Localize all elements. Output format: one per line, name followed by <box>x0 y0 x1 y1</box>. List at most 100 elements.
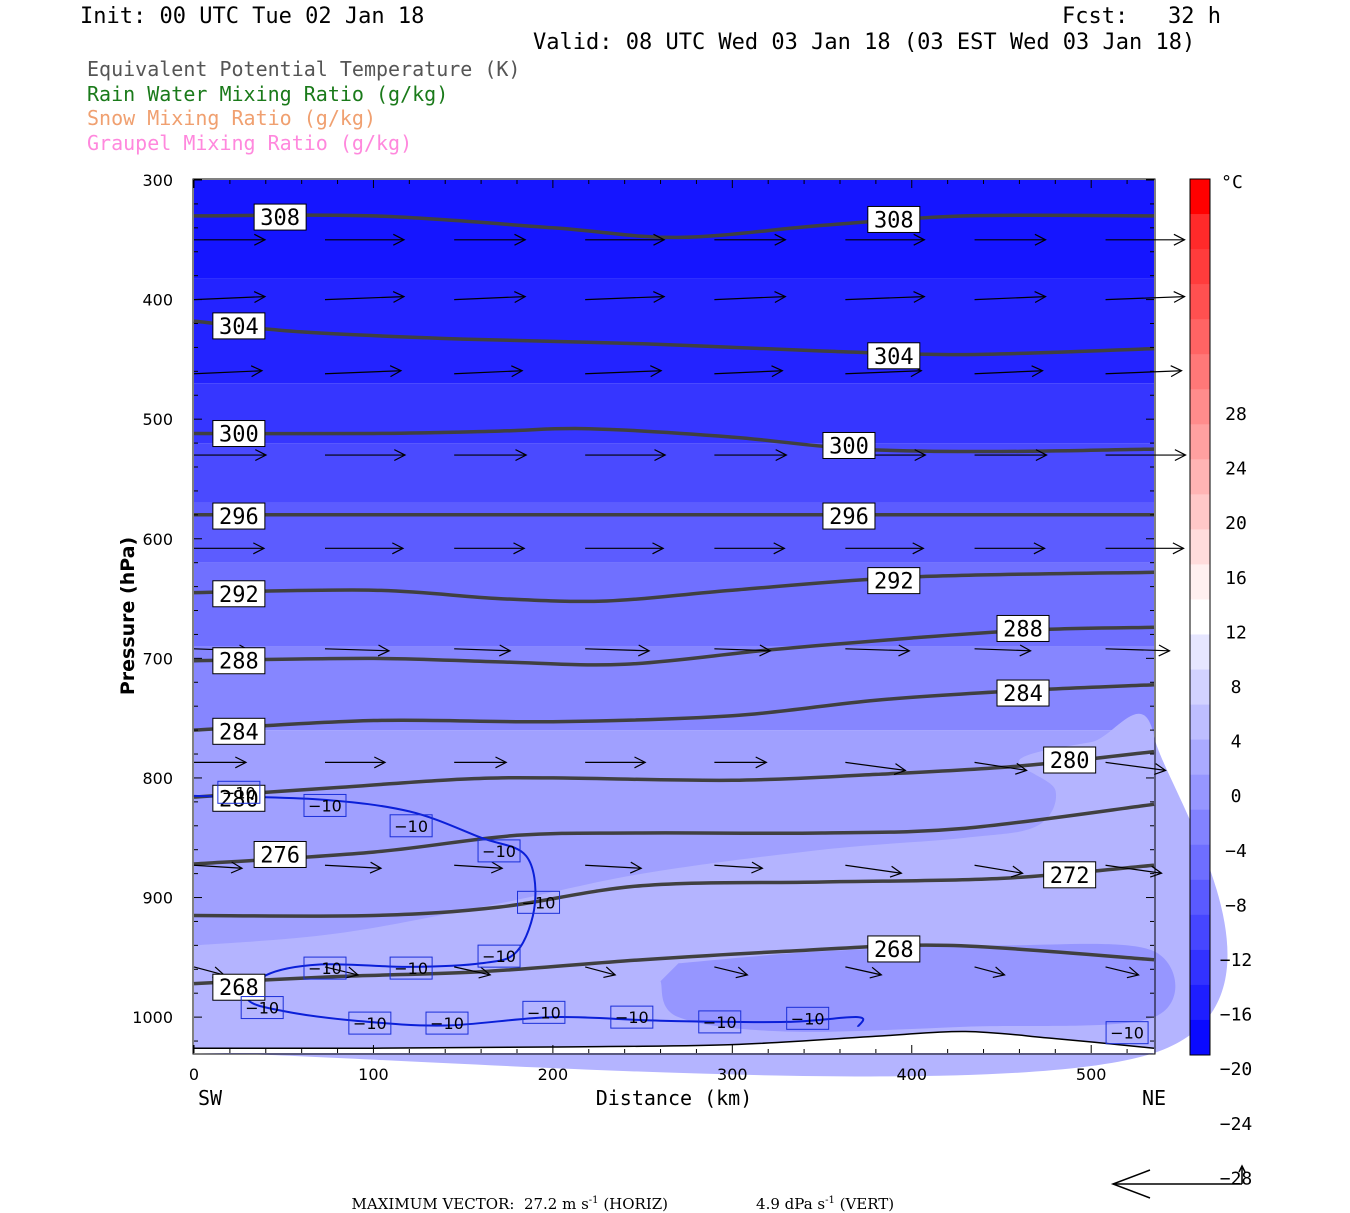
wind-arrow <box>454 291 527 304</box>
wind-arrow-shaft <box>454 966 491 976</box>
wind-vectors <box>193 233 1187 979</box>
wind-arrow-shaft <box>974 648 1031 652</box>
isotherm-label-text: −10 <box>527 1003 561 1022</box>
temperature-band <box>660 943 1176 1032</box>
wind-arrow-head <box>1033 542 1046 555</box>
wind-arrow <box>193 365 264 378</box>
x-axis-label: Distance (km) <box>596 1086 753 1110</box>
forecast-hour: Fcst: 32 h <box>1062 4 1221 29</box>
theta-e-label: 296 <box>822 502 876 530</box>
wind-arrow-head <box>654 449 667 462</box>
wind-arrow-head <box>389 365 403 378</box>
wind-arrow-shaft <box>454 648 511 652</box>
y-tick-label: 600 <box>142 530 173 549</box>
y-tick-label: 500 <box>142 410 173 429</box>
colorbar-label: 4 <box>1231 732 1242 753</box>
wind-arrow-head <box>1154 763 1167 775</box>
wind-arrow-shaft <box>974 370 1043 375</box>
wind-arrow-head <box>393 233 406 246</box>
isotherm-label-text: −10 <box>394 817 428 836</box>
y-axis-label: Pressure (hPa) <box>117 537 139 695</box>
isotherm-label-text: −10 <box>703 1013 737 1032</box>
legend-theta-e: Equivalent Potential Temperature (K) <box>87 57 521 81</box>
colorbar-swatch <box>1190 704 1210 741</box>
wind-arrow-head <box>513 542 526 555</box>
theta-e-label-text: 300 <box>829 434 869 459</box>
isotherm-label: −10 <box>786 1006 830 1030</box>
isotherm-label-box <box>786 1006 830 1030</box>
theta-e-label: 300 <box>212 420 266 448</box>
theta-e-label-box <box>996 679 1050 707</box>
wind-arrow-shaft <box>193 370 263 375</box>
wind-arrow <box>585 291 666 303</box>
wind-arrow <box>1105 644 1171 657</box>
wind-arrow <box>324 449 407 462</box>
wind-arrow <box>845 644 911 657</box>
theta-e-label: 300 <box>822 431 876 459</box>
wind-arrow <box>974 761 1028 775</box>
wind-arrow-shaft <box>193 966 225 976</box>
temperature-band <box>194 278 1154 384</box>
theta-e-label-text: 272 <box>1050 864 1090 889</box>
wind-arrow-head <box>889 865 903 878</box>
wind-arrow-shaft <box>845 295 925 301</box>
theta-e-label-text: 296 <box>829 505 869 530</box>
theta-e-label: 288 <box>212 647 266 675</box>
theta-e-label-box <box>822 431 876 459</box>
wind-arrow-head <box>253 542 266 555</box>
ref-vector-vert-head <box>1238 1164 1246 1173</box>
max-vector-label: MAXIMUM VECTOR: <box>351 1195 515 1213</box>
isotherm-label: −10 <box>1105 1021 1149 1045</box>
theta-e-label-text: 296 <box>219 505 259 530</box>
colorbar-unit: °C <box>1221 172 1243 193</box>
theta-e-label-box <box>212 502 266 530</box>
theta-e-line <box>193 802 1155 866</box>
theta-e-label-text: 288 <box>219 650 259 675</box>
wind-arrow-head <box>913 233 926 246</box>
theta-e-label: 304 <box>867 342 921 370</box>
isotherm-label: −10 <box>389 956 433 980</box>
wind-arrow <box>714 861 764 874</box>
theta-e-label: 276 <box>253 840 307 868</box>
colorbar-label: 16 <box>1225 568 1247 589</box>
wind-arrow <box>324 233 406 246</box>
theta-e-label-text: 280 <box>1050 749 1090 774</box>
theta-e-label-text: 276 <box>260 843 300 868</box>
wind-arrow-head <box>992 966 1006 978</box>
theta-e-label-box <box>212 784 266 812</box>
theta-e-label: 280 <box>212 784 266 812</box>
ne-label: NE <box>1142 1086 1166 1110</box>
theta-e-line <box>193 426 1155 454</box>
wind-arrow-head <box>514 233 527 246</box>
wind-arrow <box>324 365 403 378</box>
theta-e-label-box <box>822 502 876 530</box>
theta-e-label-text: 308 <box>874 208 914 233</box>
isotherm-line <box>193 794 865 1028</box>
wind-arrow-head <box>914 449 927 462</box>
wind-arrow-head <box>638 644 651 657</box>
isotherm-label: −10 <box>477 944 521 968</box>
y-tick-label: 700 <box>142 649 173 668</box>
wind-arrow <box>974 449 1048 462</box>
wind-arrow-head <box>392 542 405 555</box>
colorbar-label: −24 <box>1220 1114 1253 1135</box>
wind-arrow-shaft <box>585 864 642 869</box>
wind-arrow-head <box>392 291 406 303</box>
y-tick-label: 300 <box>142 171 173 190</box>
theta-e-label: 308 <box>867 205 921 233</box>
theta-e-label-text: 268 <box>874 938 914 963</box>
wind-arrow-shaft <box>1105 295 1185 301</box>
x-tick-label: 0 <box>189 1065 199 1084</box>
wind-arrow-shaft <box>845 864 902 874</box>
temperature-band <box>194 502 1154 563</box>
wind-arrow <box>324 291 406 303</box>
colorbar-swatch <box>1190 179 1210 215</box>
wind-arrow-head <box>634 756 647 769</box>
wind-arrow-head <box>235 756 248 769</box>
wind-arrow-head <box>735 966 749 979</box>
colorbar-swatch <box>1190 949 1210 986</box>
isotherm-label-text: −10 <box>522 893 556 912</box>
wind-arrow-head <box>652 542 665 555</box>
wind-arrow <box>585 365 663 378</box>
theta-e-label: 268 <box>867 935 921 963</box>
